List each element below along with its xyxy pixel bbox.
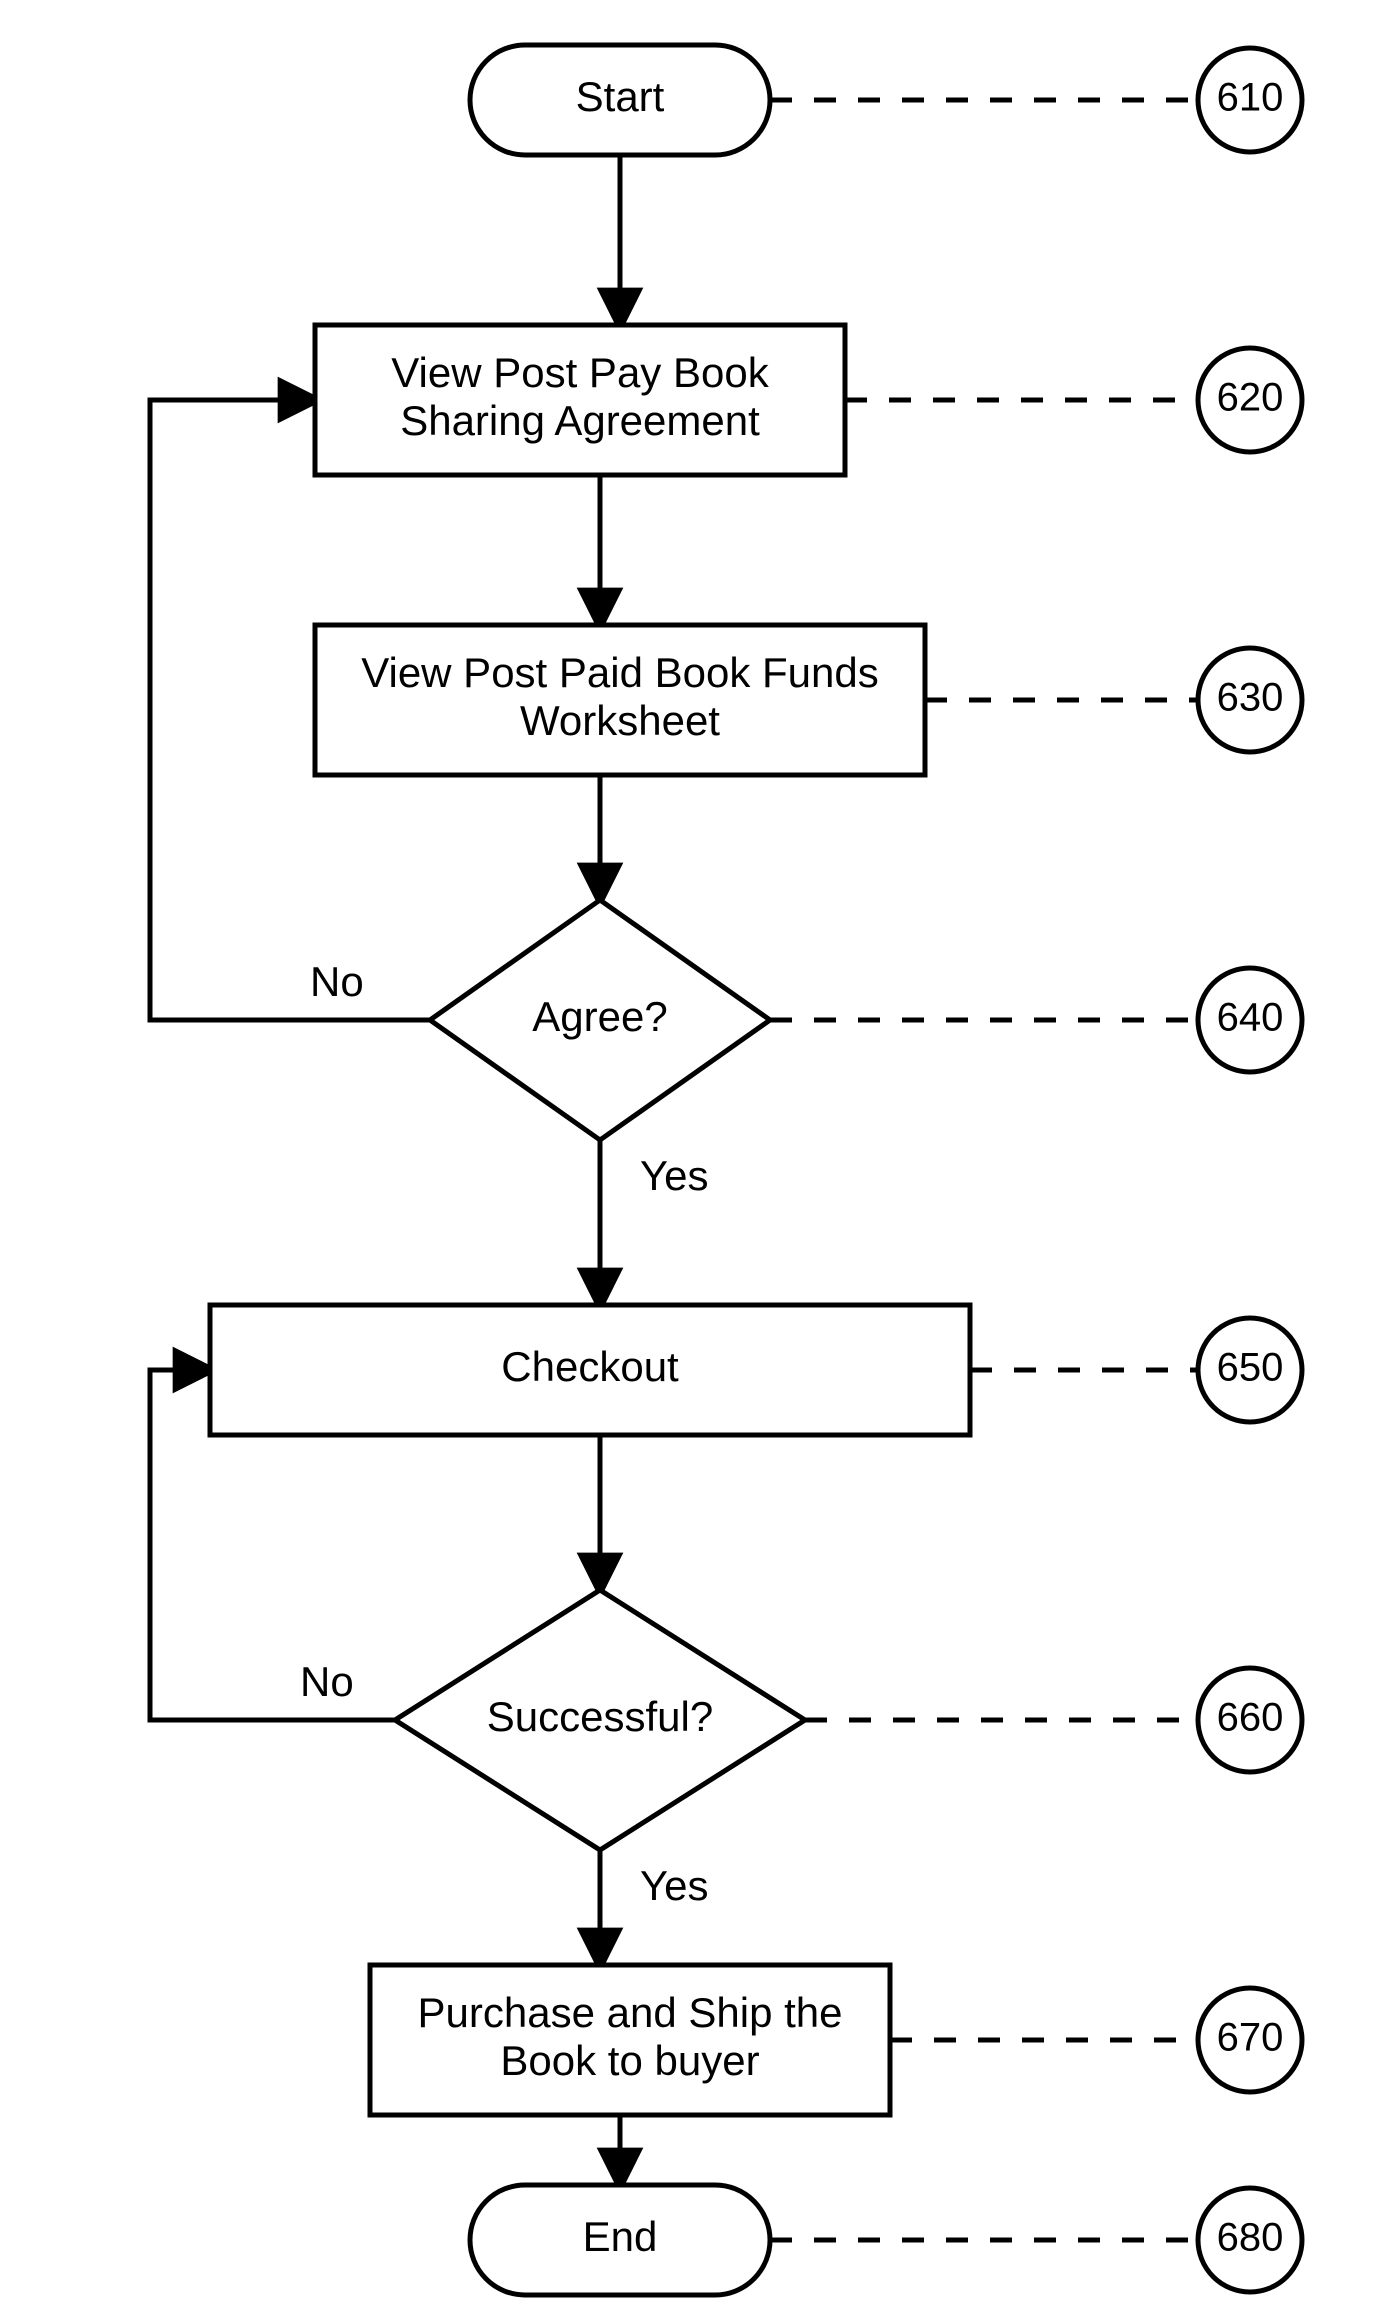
edge-label: Yes xyxy=(640,1862,709,1909)
node-text-line: Successful? xyxy=(487,1693,713,1740)
node-text-line: Start xyxy=(576,73,665,120)
node-text-line: Worksheet xyxy=(520,697,720,744)
node-text-line: Sharing Agreement xyxy=(400,397,760,444)
node-text-line: Checkout xyxy=(501,1343,679,1390)
ref-number: 670 xyxy=(1217,2016,1284,2060)
node-text-line: Book to buyer xyxy=(500,2037,759,2084)
ref-number: 680 xyxy=(1217,2216,1284,2260)
node-text-line: View Post Pay Book xyxy=(391,349,769,396)
ref-number: 650 xyxy=(1217,1346,1284,1390)
node-text-line: Purchase and Ship the xyxy=(418,1989,843,2036)
ref-number: 630 xyxy=(1217,676,1284,720)
edge-label: Yes xyxy=(640,1152,709,1199)
node-text-line: View Post Paid Book Funds xyxy=(361,649,879,696)
ref-number: 620 xyxy=(1217,376,1284,420)
edge-label: No xyxy=(310,958,364,1005)
node-text-line: End xyxy=(583,2213,658,2260)
edge-label: No xyxy=(300,1658,354,1705)
ref-number: 660 xyxy=(1217,1696,1284,1740)
flowchart: Yes Yes No No Start 610 View Post Pay BookShar… xyxy=(0,0,1398,2308)
ref-number: 640 xyxy=(1217,996,1284,1040)
ref-number: 610 xyxy=(1217,76,1284,120)
node-text-line: Agree? xyxy=(532,993,667,1040)
